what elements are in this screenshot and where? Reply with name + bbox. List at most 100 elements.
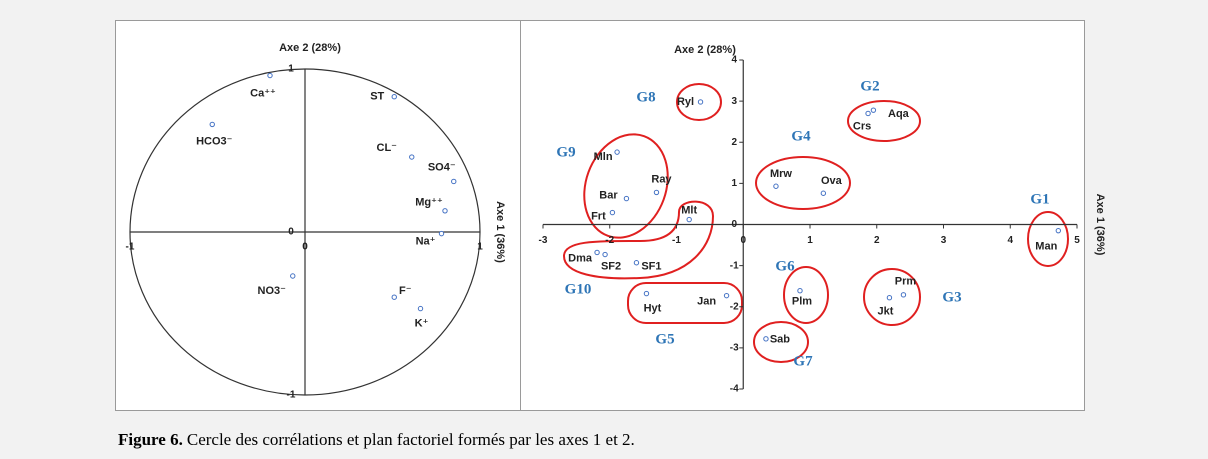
group-label: G8 — [636, 89, 655, 105]
point — [797, 288, 803, 294]
y-tick-label: 1 — [288, 64, 294, 75]
point — [391, 94, 397, 100]
y-tick-label: -3 — [730, 343, 739, 354]
figure-frame — [115, 20, 1085, 411]
point — [409, 154, 415, 160]
x-tick-label: 1 — [477, 242, 483, 253]
group-outline — [583, 133, 669, 239]
point-label: Ryl — [677, 96, 694, 108]
x-tick-label: -1 — [672, 235, 681, 246]
y-tick-label: 4 — [731, 55, 737, 66]
point — [442, 208, 448, 214]
point-label: Man — [1035, 241, 1057, 253]
x-tick-label: 1 — [807, 235, 813, 246]
point-label: Hyt — [644, 302, 662, 314]
y-tick-label: 0 — [288, 227, 294, 238]
point-label: Na⁺ — [416, 236, 436, 248]
point-label: Ca⁺⁺ — [250, 87, 276, 99]
y-tick-label: 3 — [731, 96, 737, 107]
point — [773, 183, 779, 189]
group-outlines — [562, 83, 1069, 363]
y-tick-label: -1 — [730, 260, 739, 271]
point-label: Mrw — [770, 168, 792, 180]
caption-label: Figure 6. — [118, 430, 183, 449]
point — [886, 295, 893, 301]
group-outline — [676, 83, 722, 121]
point-label: ST — [370, 91, 384, 103]
y-tick-label: -1 — [287, 390, 296, 401]
point-label: Ova — [821, 175, 843, 187]
point — [820, 190, 827, 196]
group-label: G6 — [775, 258, 795, 274]
x-tick-label: 2 — [874, 235, 880, 246]
point-label: Mlt — [681, 204, 697, 216]
x-tick-label: 5 — [1074, 235, 1080, 246]
point — [643, 290, 650, 297]
group-outline — [847, 100, 921, 142]
point — [900, 292, 907, 298]
point-label: SF1 — [641, 261, 661, 273]
group-outline — [753, 321, 809, 363]
group-label: G10 — [565, 281, 592, 297]
point — [686, 216, 692, 223]
point-label: Crs — [853, 120, 871, 132]
point-label: Dma — [568, 252, 593, 264]
caption-text: Cercle des corrélations et plan factorie… — [187, 430, 635, 449]
group-outline — [755, 156, 851, 210]
x-axis-title: Axe 1 (36%) — [494, 201, 506, 263]
group-label: G9 — [556, 144, 575, 160]
point — [267, 72, 273, 79]
point-label: NO3⁻ — [258, 285, 287, 297]
point — [609, 209, 616, 216]
point-label: CL⁻ — [377, 142, 398, 154]
caption: Figure 6. Cercle des corrélations et plan… — [118, 430, 635, 449]
point-label: F⁻ — [399, 285, 412, 297]
y-axis-title: Axe 2 (28%) — [674, 44, 736, 56]
y-tick-label: -4 — [730, 384, 739, 395]
y-tick-label: 1 — [731, 178, 737, 189]
x-tick-label: -1 — [126, 242, 135, 253]
point — [602, 251, 608, 258]
point-label: Ray — [651, 173, 672, 185]
group-label: G3 — [942, 289, 961, 305]
point-label: Frt — [591, 210, 606, 222]
point — [623, 195, 630, 202]
y-tick-label: 2 — [731, 137, 737, 148]
x-tick-label: -3 — [539, 235, 548, 246]
point-label: Mln — [594, 151, 613, 163]
point — [417, 305, 424, 312]
point — [870, 107, 877, 113]
x-tick-label: 4 — [1007, 235, 1013, 246]
point-label: Bar — [599, 189, 618, 201]
point-label: HCO3⁻ — [196, 135, 233, 147]
group-label: G7 — [793, 353, 813, 369]
point-label: K⁺ — [415, 318, 429, 330]
point — [594, 249, 600, 256]
x-tick-label: -2 — [605, 235, 614, 246]
y-axis-title: Axe 2 (28%) — [279, 42, 341, 54]
point — [209, 121, 215, 128]
point — [438, 230, 445, 237]
point-label: Prm — [895, 276, 917, 288]
point-label: Aqa — [888, 108, 910, 120]
y-tick-label: 0 — [731, 219, 737, 230]
x-tick-label: 0 — [302, 242, 308, 253]
point-label: Jan — [697, 296, 716, 308]
point — [614, 149, 620, 155]
x-axis-title: Axe 1 (36%) — [1094, 194, 1106, 256]
point — [391, 294, 397, 300]
group-label: G5 — [655, 331, 674, 347]
group-outline — [863, 268, 921, 326]
point — [1055, 227, 1062, 234]
group-label: G1 — [1030, 191, 1049, 207]
group-outline — [1027, 211, 1069, 267]
point-label: Mg⁺⁺ — [415, 197, 443, 209]
point-label: SF2 — [601, 260, 621, 272]
point — [697, 99, 704, 105]
y-tick-label: -2 — [730, 301, 739, 312]
x-tick-label: 0 — [740, 235, 746, 246]
group-label: G4 — [791, 128, 811, 144]
point-label: Sab — [770, 334, 790, 346]
point-label: Jkt — [877, 306, 893, 318]
